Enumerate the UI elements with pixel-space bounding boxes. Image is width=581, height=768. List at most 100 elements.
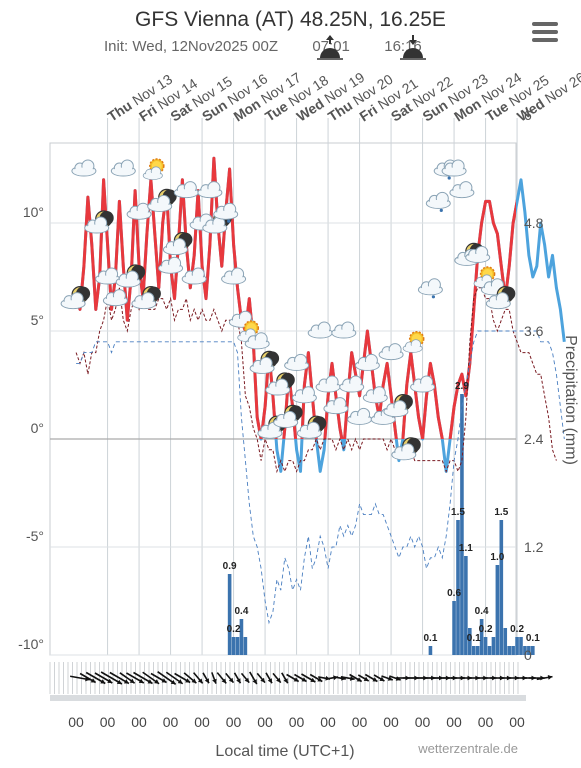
hour-tick-label: 00 (257, 714, 273, 730)
wind-arrow (100, 671, 123, 685)
weather-symbol-cloud-moon (60, 286, 91, 310)
precip-bar (235, 637, 240, 655)
wind-arrow (211, 672, 217, 684)
wind-arrow (536, 675, 553, 681)
wind-arrow (349, 673, 363, 683)
wind-arrow (265, 672, 273, 684)
wind-strip-bar (50, 695, 526, 701)
wind-arrow (142, 671, 160, 685)
precip-value-label: 1.0 (490, 552, 504, 563)
precip-bar (511, 646, 515, 655)
wind-arrow (381, 675, 394, 681)
wind-arrow (109, 671, 130, 685)
wind-arrow (133, 671, 153, 685)
precip-value-label: 0.1 (526, 633, 540, 644)
hour-tick-label: 00 (163, 714, 179, 730)
wind-arrow (286, 673, 300, 683)
wind-arrow (85, 671, 106, 685)
precip-bar (491, 637, 496, 655)
y-right-tick-label: 3.6 (524, 323, 544, 339)
precip-value-label: 0.9 (223, 561, 237, 572)
precip-value-label: 0.2 (227, 624, 241, 635)
precip-value-label: 0.2 (479, 624, 493, 635)
precip-bar (495, 565, 500, 655)
wind-arrow (294, 673, 307, 683)
y-left-tick-label: -5° (26, 528, 44, 544)
weather-symbols (60, 158, 516, 461)
menu-icon[interactable] (532, 22, 558, 44)
temperature-line (74, 156, 516, 439)
precip-bar (531, 646, 535, 655)
weather-symbol-cloud-rain (417, 278, 443, 299)
precip-bar (460, 394, 464, 655)
y-left-tick-label: 5° (31, 312, 44, 328)
grid-lines (49, 118, 518, 656)
precip-bar (487, 646, 492, 655)
wind-arrow (309, 673, 323, 683)
weather-symbol-cloud (307, 321, 333, 339)
hour-tick-label: 00 (478, 714, 494, 730)
precipitation-labels: 0.90.40.20.12.91.51.10.60.40.10.21.51.00… (223, 381, 541, 644)
precip-bar (239, 619, 244, 655)
precip-bar (519, 637, 523, 655)
y-right-tick-label: 0 (524, 647, 532, 663)
wind-arrow (183, 672, 197, 684)
weather-symbol-cloud (291, 386, 317, 404)
y-right-tick-label: 1.2 (524, 539, 544, 555)
wind-arrow (174, 672, 191, 684)
hour-tick-label: 00 (194, 714, 210, 730)
precip-bar (428, 646, 433, 655)
weather-symbol-cloud (102, 289, 128, 307)
weather-symbol-cloud-rain (425, 191, 451, 212)
precip-bar (523, 646, 527, 655)
wind-arrow (94, 672, 113, 684)
wind-arrows (49, 662, 553, 701)
weather-symbol-cloud (339, 375, 365, 393)
weather-symbol-cloud (378, 343, 404, 361)
precip-bar (503, 628, 508, 655)
weather-symbol-cloud-rain (433, 159, 459, 180)
weather-symbol-cloud (71, 159, 97, 177)
wind-arrow (357, 674, 370, 682)
weather-symbol-cloud (347, 407, 373, 425)
wind-arrow (202, 672, 210, 684)
hour-tick-label: 00 (100, 714, 116, 730)
hour-tick-label: 00 (289, 714, 305, 730)
wind-arrow (233, 672, 242, 684)
weather-symbol-cloud (181, 267, 207, 285)
x-axis-label: Local time (UTC+1) (215, 743, 354, 760)
precip-bar (475, 646, 480, 655)
wind-arrow (216, 672, 227, 684)
t850-line (76, 330, 565, 625)
weather-symbol-sun-cloud (142, 158, 165, 181)
wind-arrow (79, 672, 97, 684)
wind-arrow (281, 672, 289, 684)
precipitation-bars (227, 394, 535, 655)
series-lines (74, 156, 566, 625)
hour-tick-label: 00 (415, 714, 431, 730)
wind-arrow (249, 671, 258, 685)
wind-arrow (240, 672, 250, 684)
weather-symbol-cloud-moon (383, 394, 414, 418)
precip-bar (227, 574, 232, 655)
weather-symbol-cloud (173, 181, 199, 199)
sunrise-glyph (317, 35, 343, 60)
hour-tick-label: 00 (352, 714, 368, 730)
brand-label[interactable]: wetterzentrale.de (417, 741, 518, 756)
dewpoint-line (75, 287, 557, 474)
precip-bar (507, 646, 511, 655)
precip-value-label: 0.6 (447, 588, 461, 599)
wind-arrow (373, 674, 385, 682)
init-line: Init: Wed, 12Nov2025 00Z 07:01 16:16 (104, 38, 422, 55)
y-right-tick-label: 6 (524, 107, 532, 123)
wind-arrow (165, 671, 184, 685)
wind-arrow (272, 672, 282, 684)
precip-value-label: 1.5 (494, 507, 508, 518)
precip-value-label: 1.1 (459, 543, 473, 554)
y-left-tick-label: -10° (18, 636, 44, 652)
weather-symbol-cloud (284, 353, 310, 371)
precip-bar (471, 646, 476, 655)
weather-symbol-cloud (197, 181, 223, 199)
